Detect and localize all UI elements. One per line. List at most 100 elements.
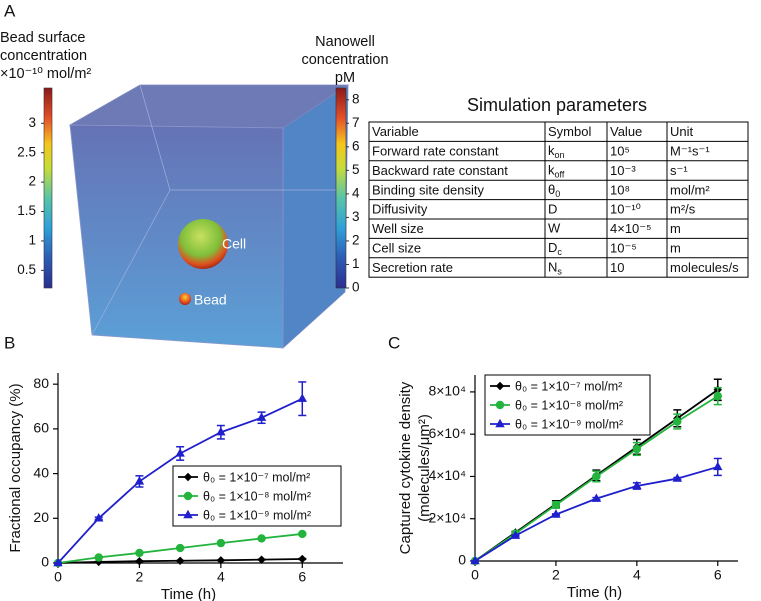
marker bbox=[134, 476, 145, 485]
colorbar-title: concentration bbox=[0, 48, 87, 64]
marker bbox=[591, 493, 602, 502]
marker bbox=[175, 448, 185, 457]
panel-label: A bbox=[4, 1, 16, 20]
marker bbox=[632, 444, 642, 454]
colorbar-title: concentration bbox=[301, 52, 388, 68]
marker bbox=[257, 534, 266, 543]
marker bbox=[183, 509, 193, 519]
y-tick-label: 8×10⁴ bbox=[428, 383, 466, 399]
marker bbox=[216, 538, 226, 548]
colorbar bbox=[43, 87, 53, 289]
x-tick-label: 2 bbox=[136, 569, 144, 585]
y-tick-label: 80 bbox=[33, 375, 49, 391]
x-tick-label: 4 bbox=[217, 569, 225, 585]
marker bbox=[632, 480, 642, 490]
table-cell: Unit bbox=[670, 124, 694, 139]
colorbar-tick-label: 2 bbox=[28, 174, 36, 189]
x-tick-label: 2 bbox=[552, 567, 560, 583]
symbol: D bbox=[548, 202, 557, 217]
table-cell: 10⁻³ bbox=[610, 163, 636, 178]
table-cell: Dc bbox=[548, 241, 562, 258]
marker bbox=[216, 427, 226, 436]
colorbar-tick-label: 6 bbox=[352, 138, 360, 153]
symbol: W bbox=[548, 221, 561, 236]
marker bbox=[510, 530, 521, 539]
table-cell: s⁻¹ bbox=[670, 163, 688, 178]
marker bbox=[470, 555, 480, 565]
table-cell: M⁻¹s⁻¹ bbox=[670, 144, 710, 159]
table-cell: D bbox=[548, 202, 557, 217]
marker bbox=[713, 461, 723, 471]
table-cell: koff bbox=[548, 163, 565, 180]
y-axis-label: Captured cytokine density bbox=[397, 381, 414, 554]
marker bbox=[256, 412, 267, 421]
symbol-subscript: 0 bbox=[555, 189, 560, 199]
legend-label: θ₀ = 1×10⁻⁹ mol/m² bbox=[203, 508, 311, 522]
table-cell: Well size bbox=[372, 221, 424, 236]
symbol: θ bbox=[548, 182, 555, 197]
colorbar-tick-label: 4 bbox=[352, 185, 360, 200]
symbol-subscript: on bbox=[555, 150, 565, 160]
marker bbox=[298, 554, 307, 564]
table-cell: Cell size bbox=[372, 241, 421, 256]
marker bbox=[673, 417, 682, 426]
y-tick-label: 4×10⁴ bbox=[428, 467, 466, 483]
table-cell: θ0 bbox=[548, 182, 560, 199]
y-tick-label: 0 bbox=[41, 554, 49, 570]
table-cell: mol/m² bbox=[670, 182, 710, 197]
colorbar-tick-label: 8 bbox=[352, 91, 360, 106]
marker bbox=[216, 556, 226, 565]
table-cell: Binding site density bbox=[372, 182, 485, 197]
x-tick-label: 0 bbox=[54, 569, 62, 585]
x-tick-label: 6 bbox=[298, 569, 306, 585]
y-axis-label: (molecules/μm²) bbox=[416, 414, 433, 522]
marker bbox=[175, 556, 185, 565]
y-tick-label: 40 bbox=[33, 464, 49, 480]
cell bbox=[178, 219, 228, 269]
table-cell: 10⁸ bbox=[610, 182, 630, 197]
colorbar-tick-label: 3 bbox=[28, 115, 36, 130]
colorbar-tick-label: 1.5 bbox=[17, 203, 36, 218]
marker bbox=[551, 509, 561, 518]
colorbar-tick-label: 1 bbox=[352, 256, 360, 271]
marker bbox=[183, 472, 193, 482]
colorbar-title: Nanowell bbox=[315, 34, 375, 50]
table-cell: m bbox=[670, 241, 681, 256]
marker bbox=[672, 473, 683, 482]
legend-label: θ₀ = 1×10⁻⁹ mol/m² bbox=[515, 417, 623, 431]
marker bbox=[551, 500, 561, 510]
legend-label: θ₀ = 1×10⁻⁸ mol/m² bbox=[515, 398, 623, 412]
table-title: Simulation parameters bbox=[467, 95, 647, 115]
panel-label: C bbox=[388, 333, 400, 352]
colorbar-tick-label: 5 bbox=[352, 162, 360, 177]
colorbar-tick-label: 0.5 bbox=[17, 262, 36, 277]
cube bbox=[68, 84, 350, 349]
table-cell: Forward rate constant bbox=[372, 144, 499, 159]
table-cell: Backward rate constant bbox=[372, 163, 508, 178]
marker bbox=[257, 555, 266, 564]
colorbar-tick-label: 0 bbox=[352, 280, 360, 295]
marker bbox=[298, 529, 307, 539]
marker bbox=[495, 400, 505, 410]
table-cell: 10 bbox=[610, 260, 624, 275]
cube-front bbox=[69, 124, 284, 349]
legend-label: θ₀ = 1×10⁻⁷ mol/m² bbox=[515, 379, 622, 393]
bead-label: Bead bbox=[194, 292, 227, 308]
marker bbox=[135, 557, 144, 566]
marker bbox=[135, 548, 144, 558]
table-cell: kon bbox=[548, 144, 565, 161]
table-cell: Ns bbox=[548, 260, 562, 277]
colorbar-title: ×10⁻¹⁰ mol/m² bbox=[0, 66, 91, 82]
x-tick-label: 4 bbox=[633, 567, 641, 583]
table-cell: m bbox=[670, 221, 681, 236]
marker bbox=[713, 391, 722, 401]
marker bbox=[175, 543, 185, 553]
legend-label: θ₀ = 1×10⁻⁷ mol/m² bbox=[203, 470, 310, 484]
colorbar-tick-label: 7 bbox=[352, 115, 360, 130]
marker bbox=[183, 491, 193, 501]
table-cell: m²/s bbox=[670, 202, 696, 217]
symbol: k bbox=[548, 144, 555, 159]
y-tick-label: 20 bbox=[33, 509, 49, 525]
table-cell: Value bbox=[610, 124, 642, 139]
